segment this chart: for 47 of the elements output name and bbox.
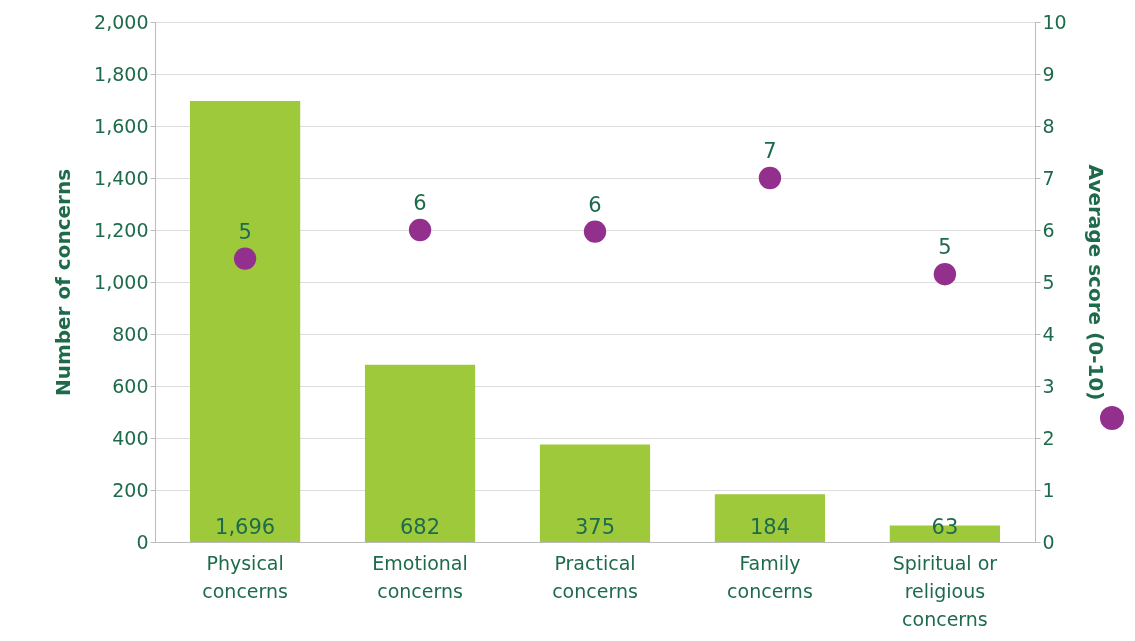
y2-tick-label: 7	[1042, 166, 1055, 189]
point	[758, 166, 782, 190]
y-tick-label: 1,600	[94, 114, 149, 137]
y-tick-label: 800	[112, 322, 149, 345]
point	[583, 220, 607, 243]
x-tick-label: Family concerns	[727, 551, 813, 602]
y-tick-label: 200	[112, 478, 149, 501]
data-label: 184	[749, 515, 790, 539]
y2-tick-label: 8	[1042, 114, 1055, 137]
y2-tick-label: 4	[1042, 322, 1055, 345]
x-tick-label: Emotional concerns	[372, 551, 468, 602]
y-tick-label: 400	[112, 426, 149, 449]
y-tick-label: 2,000	[94, 10, 149, 33]
y-tick-label: 1,000	[94, 270, 149, 293]
bar	[539, 444, 651, 542]
x-tick-label: Spiritual or religious concerns	[892, 551, 998, 630]
x-tick-label: Practical concerns	[552, 551, 638, 602]
y-tick-label: 1,200	[94, 218, 149, 241]
data-label: 682	[400, 515, 441, 539]
y2-tick-label: 5	[1042, 270, 1055, 293]
data-label: 6	[588, 192, 602, 217]
y2-tick-label: 3	[1042, 374, 1055, 397]
data-label: 5	[938, 235, 952, 260]
data-label: 5	[238, 219, 252, 244]
data-label: 7	[763, 139, 777, 163]
data-label: 1,696	[215, 515, 276, 539]
y2-tick-label: 0	[1042, 530, 1055, 553]
y2-tick-label: 2	[1042, 426, 1055, 449]
y2-axis-title: Average score (0-10)	[1083, 164, 1108, 401]
point	[233, 247, 257, 270]
y2-tick-label: 10	[1042, 10, 1067, 33]
y-tick-label: 0	[136, 530, 149, 553]
bar	[364, 364, 476, 542]
x-tick-label: Physical concerns	[202, 551, 288, 602]
bar	[714, 494, 826, 542]
point	[933, 263, 957, 286]
y-tick-label: 600	[112, 374, 149, 397]
y2-tick-label: 9	[1042, 62, 1055, 85]
data-label: 375	[574, 515, 616, 539]
y2-tick-label: 6	[1042, 218, 1055, 241]
y-tick-label: 1,800	[94, 62, 149, 85]
y-tick-label: 1,400	[94, 166, 149, 189]
point	[408, 218, 432, 242]
data-label: 6	[413, 191, 427, 215]
y2-tick-label: 1	[1042, 478, 1055, 501]
y-axis-title: Number of concerns	[51, 168, 76, 397]
bar	[189, 101, 301, 542]
